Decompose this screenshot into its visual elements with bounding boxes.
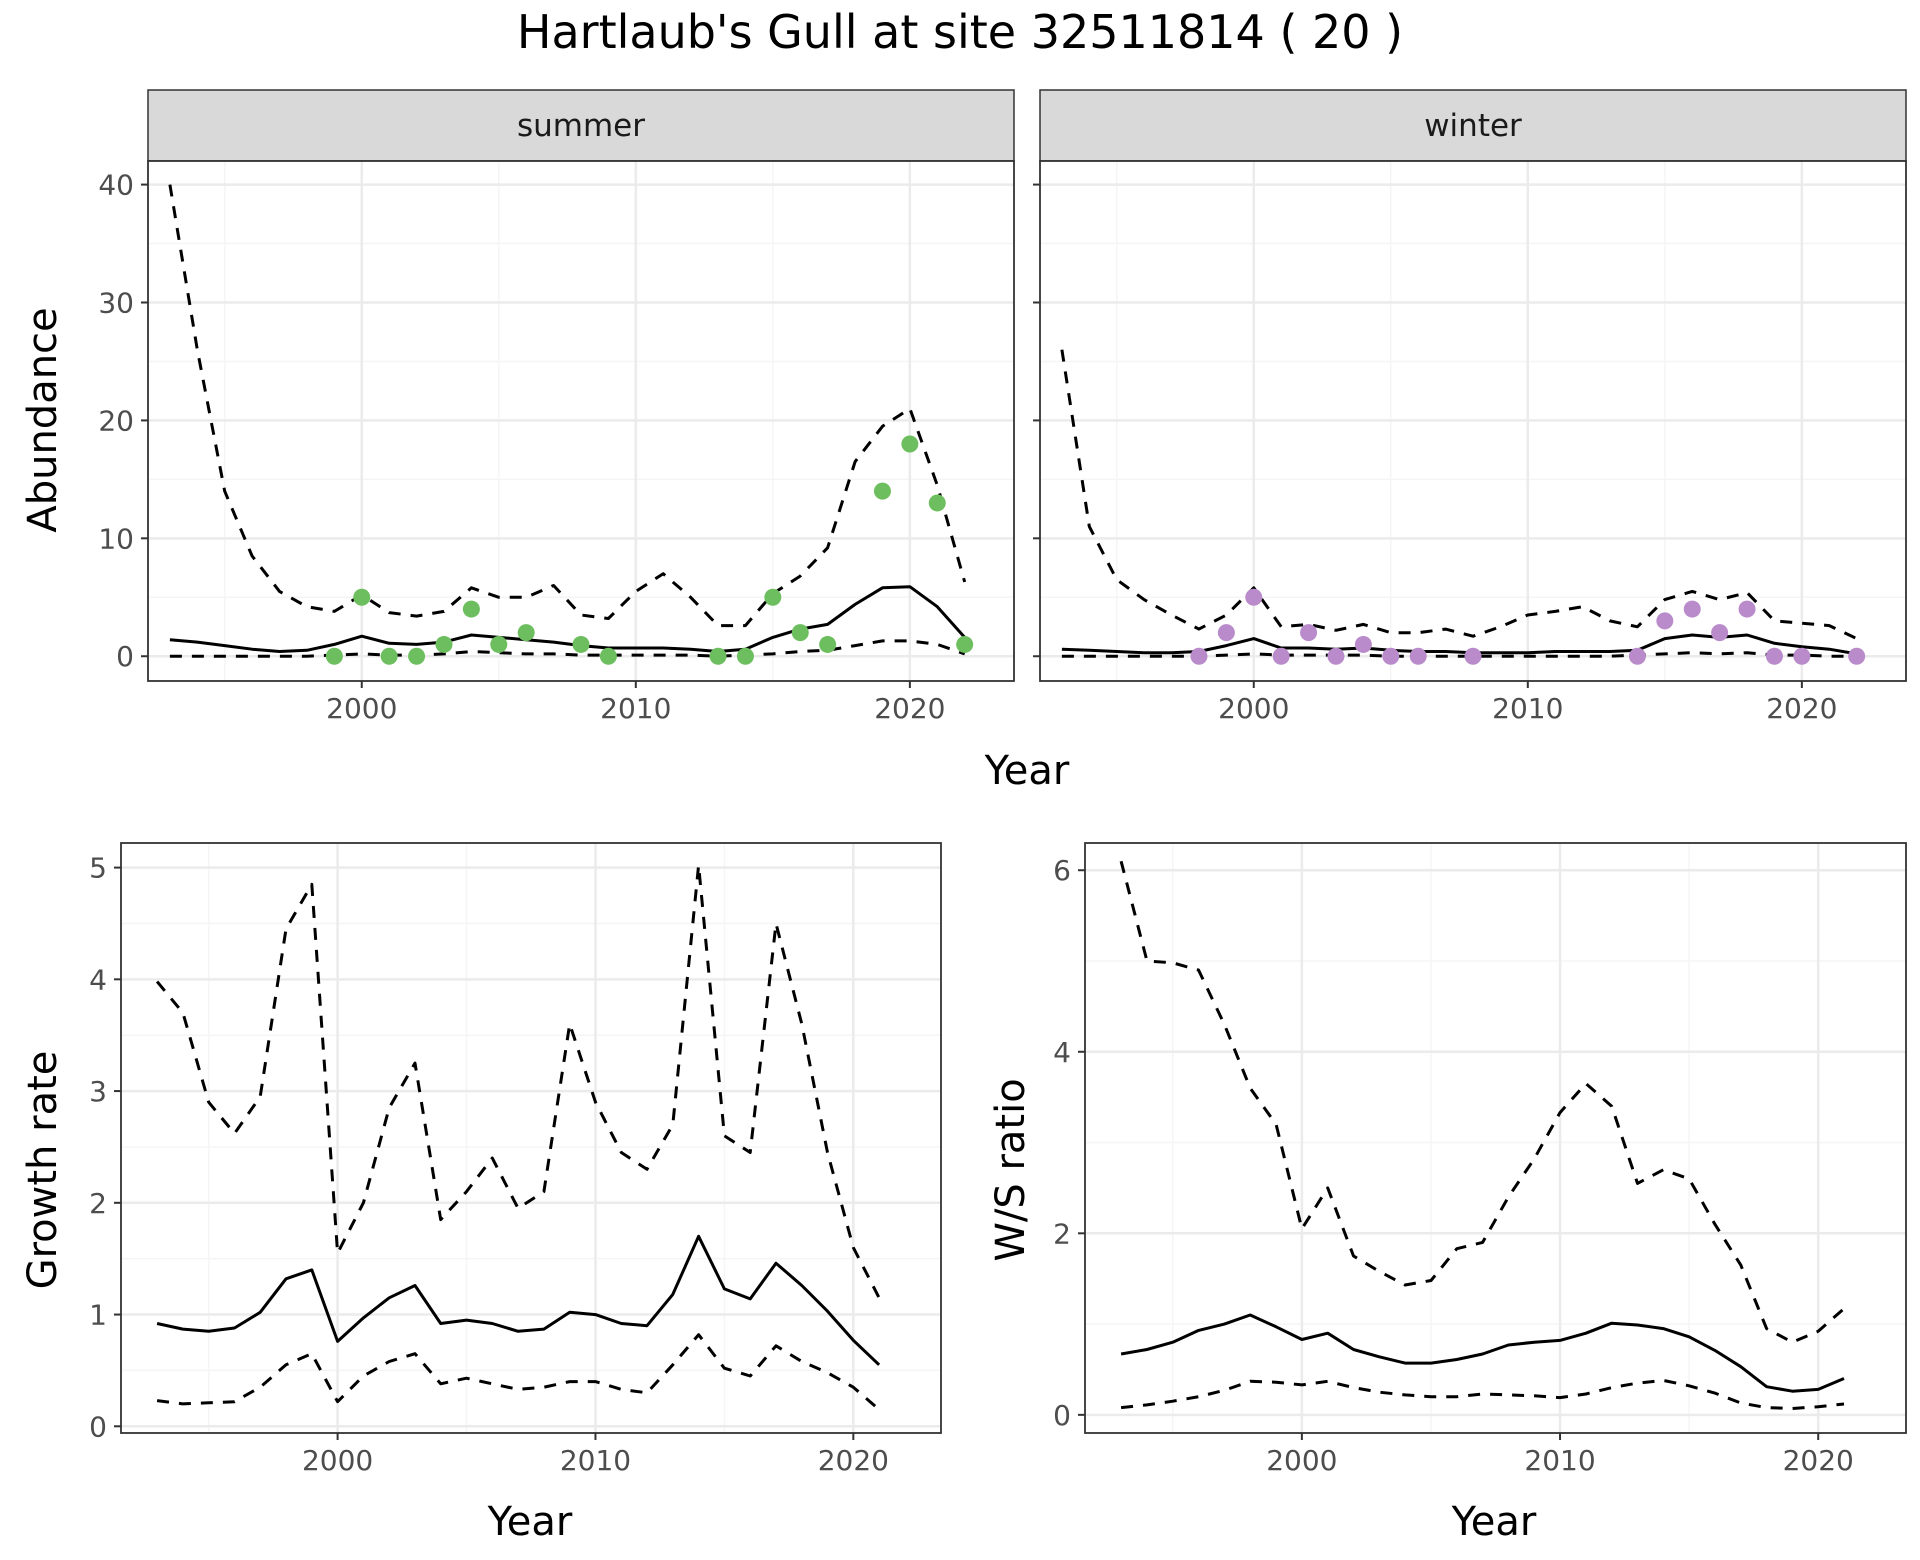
data-point [1793, 647, 1811, 665]
data-point [490, 635, 508, 653]
x-tick-label: 2010 [1492, 692, 1563, 725]
data-point [1765, 647, 1783, 665]
panel-growth-rate: 2000 2010 2020 0 1 2 3 4 5 Year Growth rate [20, 842, 942, 1545]
ws-y-axis-title: W/S ratio [988, 1078, 1034, 1261]
y-tick-label: 2 [89, 1187, 107, 1220]
data-point [709, 647, 727, 665]
x-tick-label: 2000 [302, 1444, 373, 1477]
panel-winter: winter 2000 2010 2020 [1033, 89, 1907, 725]
x-tick-label: 2000 [326, 692, 397, 725]
panel-ws-ratio: 2000 2010 2020 0 2 4 6 Year W/S ratio [988, 842, 1907, 1545]
plot-winter: 2000 2010 2020 [1033, 160, 1907, 725]
data-point [517, 624, 535, 642]
y-tick-label: 3 [89, 1075, 107, 1108]
plot-background [1085, 843, 1906, 1433]
x-tick-label: 2010 [600, 692, 671, 725]
data-point [325, 647, 343, 665]
mean-line [169, 585, 966, 653]
data-point [901, 435, 919, 453]
y-tick-label: 1 [89, 1299, 107, 1332]
data-point [1656, 612, 1674, 630]
top-y-axis-title: Abundance [20, 307, 66, 532]
figure-title: Hartlaub's Gull at site 32511814 ( 20 ) [517, 5, 1403, 59]
ws-x-axis-title: Year [1451, 1499, 1537, 1545]
growth-y-axis-title: Growth rate [20, 1051, 66, 1290]
strip-label-summer: summer [517, 108, 645, 144]
data-point [435, 635, 453, 653]
data-point [1382, 647, 1400, 665]
data-point [1683, 600, 1701, 618]
y-tick-label: 0 [89, 1410, 107, 1443]
data-point [1354, 635, 1372, 653]
data-point [791, 624, 809, 642]
y-tick-label: 4 [1053, 1036, 1071, 1069]
strip-label-winter: winter [1424, 108, 1522, 144]
data-point [1464, 647, 1482, 665]
data-point [764, 588, 782, 606]
x-tick-label: 2020 [818, 1444, 889, 1477]
plot-ws-ratio: 2000 2010 2020 0 2 4 6 [1053, 842, 1907, 1477]
strip-summer [147, 89, 1015, 162]
x-tick-label: 2010 [560, 1444, 631, 1477]
x-tick-label: 2000 [1266, 1444, 1337, 1477]
data-point [380, 647, 398, 665]
y-tick-label: 2 [1053, 1217, 1071, 1250]
top-x-axis-title: Year [984, 748, 1070, 794]
data-point [1738, 600, 1756, 618]
y-tick-label: 0 [1053, 1399, 1071, 1432]
data-point [599, 647, 617, 665]
y-tick-label: 30 [98, 286, 134, 319]
upper-bound-line [155, 863, 881, 1299]
data-point [1409, 647, 1427, 665]
data-point [873, 482, 891, 500]
upper-bound-line [168, 184, 967, 628]
plot-border [120, 842, 942, 1434]
data-point [353, 588, 371, 606]
y-tick-label: 20 [98, 404, 134, 437]
y-tick-label: 4 [89, 963, 107, 996]
x-tick-label: 2020 [1783, 1444, 1854, 1477]
mean-line [1120, 1313, 1845, 1393]
data-point [1245, 588, 1263, 606]
data-point [408, 647, 426, 665]
data-point [1327, 647, 1345, 665]
x-tick-label: 2020 [1766, 692, 1837, 725]
plot-summer: 2000 2010 2020 0 10 20 30 40 [98, 160, 1015, 725]
y-tick-label: 6 [1053, 854, 1071, 887]
data-point [819, 635, 837, 653]
data-point [1711, 624, 1729, 642]
y-tick-label: 40 [98, 169, 134, 202]
x-tick-label: 2020 [874, 692, 945, 725]
data-point [1272, 647, 1290, 665]
x-tick-label: 2010 [1524, 1444, 1595, 1477]
data-point [956, 635, 974, 653]
y-tick-label: 10 [98, 522, 134, 555]
plot-growth-rate: 2000 2010 2020 0 1 2 3 4 5 [89, 842, 942, 1477]
data-point [1300, 624, 1318, 642]
upper-bound-line [1119, 860, 1845, 1344]
data-point [1628, 647, 1646, 665]
data-point [1190, 647, 1208, 665]
data-point [462, 600, 480, 618]
y-tick-label: 5 [89, 852, 107, 885]
data-point [928, 494, 946, 512]
x-tick-label: 2000 [1218, 692, 1289, 725]
panel-summer: summer 2000 2010 2020 0 10 20 30 40 [98, 89, 1015, 725]
data-point [1848, 647, 1866, 665]
data-point [572, 635, 590, 653]
plot-background [121, 843, 941, 1433]
mean-line [156, 1234, 881, 1366]
strip-winter [1039, 89, 1907, 162]
lower-bound-line [156, 1333, 881, 1411]
plot-border [1084, 842, 1907, 1434]
data-point [1217, 624, 1235, 642]
data-point [736, 647, 754, 665]
y-tick-label: 0 [116, 640, 134, 673]
growth-x-axis-title: Year [487, 1499, 573, 1545]
